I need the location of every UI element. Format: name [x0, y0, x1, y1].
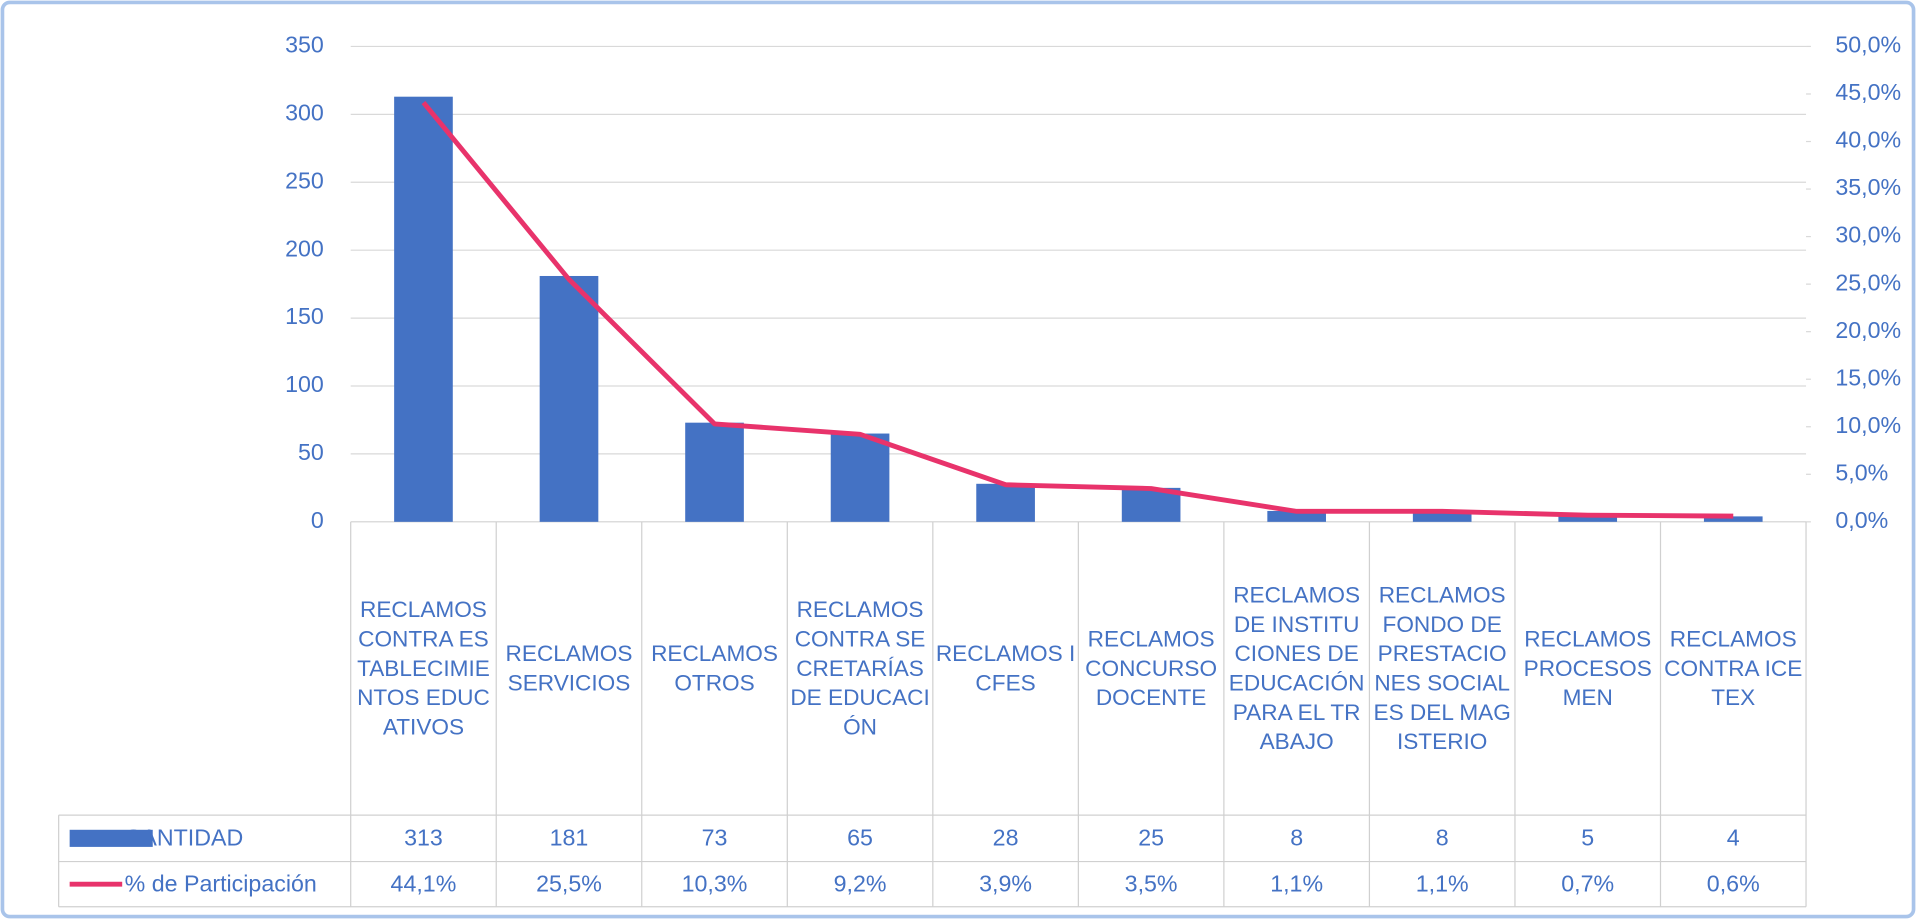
- table-value: 181: [550, 825, 589, 851]
- table-value: 0,7%: [1561, 871, 1614, 897]
- x-tick-label-box: RECLAMOS CONTRA SECRETARÍAS DE EDUCACIÓN: [790, 596, 930, 740]
- bar: [685, 422, 744, 522]
- bar: [394, 96, 453, 522]
- x-tick-label-box: RECLAMOS SERVICIOS: [505, 640, 633, 696]
- y-tick-label: 200: [285, 235, 324, 261]
- table-value: 9,2%: [834, 871, 887, 897]
- y2-tick-label: 10,0%: [1835, 412, 1901, 438]
- x-tick-label-box: RECLAMOS DE INSTITUCIONES DE EDUCACIÓN P…: [1228, 581, 1365, 755]
- table-value: 25: [1138, 825, 1164, 851]
- y2-tick-label: 5,0%: [1835, 459, 1888, 485]
- y-tick-label: 300: [285, 99, 324, 125]
- bar: [1267, 510, 1326, 522]
- table-value: 3,5%: [1125, 871, 1178, 897]
- table-value: 1,1%: [1270, 871, 1323, 897]
- x-tick-label: RECLAMOS SERVICIOS: [505, 640, 633, 696]
- line: [421, 100, 1734, 519]
- table-value: 8: [1436, 825, 1449, 851]
- x-tick-label-box: RECLAMOS ICFES: [935, 640, 1076, 696]
- x-tick-label: RECLAMOS OTROS: [651, 640, 778, 696]
- x-tick-label-box: RECLAMOS CONTRA ICETEX: [1664, 625, 1803, 711]
- legend-key: [69, 829, 153, 847]
- x-tick-label: RECLAMOS CONTRA SECRETARÍAS DE EDUCACIÓN: [790, 596, 930, 740]
- y-tick-label: 150: [285, 303, 324, 329]
- table-value: 65: [847, 825, 873, 851]
- bar: [1558, 515, 1618, 522]
- y-tick-label: 0: [311, 507, 324, 533]
- table-value: 10,3%: [682, 871, 748, 897]
- x-tick-label: RECLAMOS CONCURSO DOCENTE: [1085, 625, 1218, 711]
- x-tick-label-box: RECLAMOS CONTRA ESTABLECIMIENTOS EDUCATI…: [357, 596, 490, 740]
- x-tick-label-box: RECLAMOS CONCURSO DOCENTE: [1085, 625, 1218, 711]
- y-tick-label: 100: [285, 371, 324, 397]
- y2-tick-label: 0,0%: [1835, 507, 1888, 533]
- x-tick-label: RECLAMOS CONTRA ESTABLECIMIENTOS EDUCATI…: [357, 596, 490, 740]
- table-value: 313: [404, 825, 443, 851]
- table-value: 44,1%: [391, 871, 457, 897]
- x-tick-label-box: RECLAMOS PROCESOS MEN: [1523, 625, 1652, 711]
- y2-tick-label: 20,0%: [1835, 317, 1901, 343]
- table-value: 25,5%: [536, 871, 602, 897]
- table-value: 4: [1727, 825, 1740, 851]
- x-tick-label: RECLAMOS ICFES: [935, 640, 1076, 696]
- bar: [1412, 510, 1472, 522]
- y2-tick-label: 40,0%: [1835, 127, 1901, 153]
- legend-label: % de Participación: [125, 871, 317, 897]
- table-value: 3,9%: [979, 871, 1032, 897]
- y-tick-label: 50: [298, 439, 324, 465]
- y2-tick-label: 25,0%: [1835, 269, 1901, 295]
- y-tick-label: 350: [285, 32, 324, 58]
- bar: [1703, 516, 1763, 522]
- x-tick-label: RECLAMOS PROCESOS MEN: [1523, 625, 1652, 711]
- bar: [976, 483, 1035, 522]
- legend-label: CANTIDAD: [125, 825, 244, 851]
- table-value: 1,1%: [1416, 871, 1469, 897]
- x-tick-label: RECLAMOS DE INSTITUCIONES DE EDUCACIÓN P…: [1228, 581, 1365, 755]
- table-value: 73: [702, 825, 728, 851]
- y2-tick-label: 30,0%: [1835, 222, 1901, 248]
- y2-tick-label: 50,0%: [1835, 32, 1901, 58]
- x-tick-label: RECLAMOS CONTRA ICETEX: [1664, 625, 1803, 711]
- table-value: 28: [993, 825, 1019, 851]
- bar: [830, 433, 890, 522]
- table-value: 8: [1290, 825, 1303, 851]
- x-tick-label: RECLAMOS FONDO DE PRESTACIONES SOCIALES …: [1373, 581, 1511, 755]
- bar: [539, 275, 599, 522]
- y2-tick-label: 35,0%: [1835, 174, 1901, 200]
- table-value: 5: [1581, 825, 1594, 851]
- x-tick-label-box: RECLAMOS FONDO DE PRESTACIONES SOCIALES …: [1373, 581, 1511, 755]
- x-tick-label-box: RECLAMOS OTROS: [651, 640, 778, 696]
- y2-tick-label: 15,0%: [1835, 364, 1901, 390]
- table-value: 0,6%: [1707, 871, 1760, 897]
- y-tick-label: 250: [285, 167, 324, 193]
- y2-tick-label: 45,0%: [1835, 79, 1901, 105]
